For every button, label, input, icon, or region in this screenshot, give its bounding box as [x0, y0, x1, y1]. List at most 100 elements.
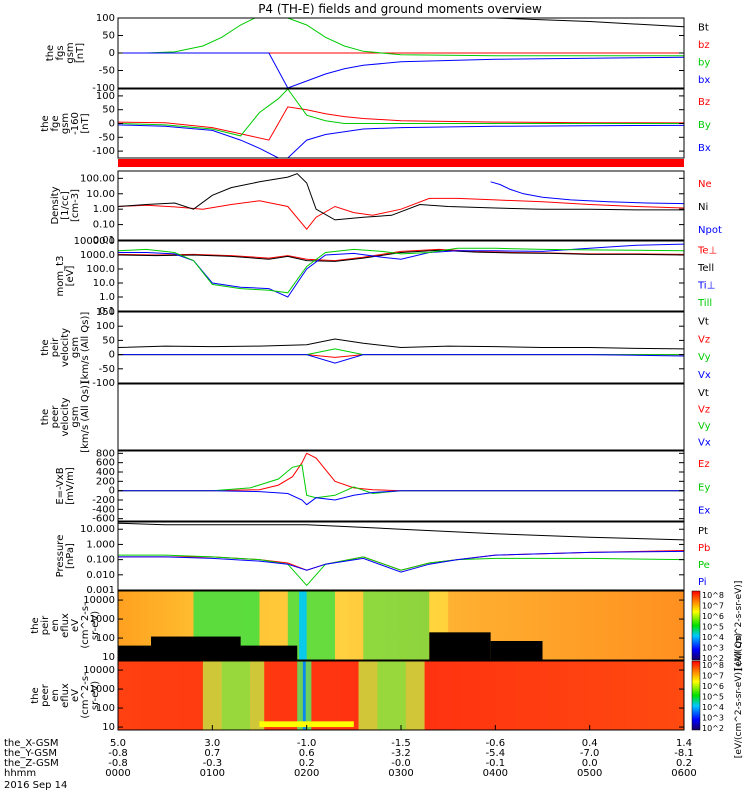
series-Ne	[117, 197, 685, 230]
series-bx	[118, 52, 685, 89]
y-tick-label: -100	[92, 146, 115, 157]
spectrogram-features	[118, 591, 543, 660]
y-tick-label: 100.00	[80, 173, 115, 184]
low-flux-band	[299, 591, 307, 660]
panel-peer_eflux: 10000 1000 100 10 the peer en eflux eV (cm^2-s-sr…	[30, 633, 744, 758]
y-tick-label: 0.01	[93, 235, 115, 246]
panel-frame	[117, 450, 685, 522]
colorbar-tick-label: 10^2	[702, 724, 724, 733]
panel-frame	[117, 521, 685, 591]
y-tick-label: 0.001	[86, 585, 115, 596]
legend-Vx: Vx	[698, 370, 711, 381]
y-axis-label: eV	[70, 689, 81, 702]
panel-peir_eflux: 10000 1000 100 10 the peir en eflux eV (cm^2-s-sr…	[30, 581, 744, 671]
y-axis-label: Pressure	[55, 535, 66, 578]
series-Ez	[118, 452, 684, 492]
y-tick-label: 0	[109, 486, 115, 497]
y-axis-label: (cm^2-s-	[80, 672, 91, 719]
y-tick-label: 10	[102, 652, 115, 663]
series-Vx	[118, 354, 685, 364]
y-tick-label: 50	[102, 105, 115, 116]
x-tick-label: -7.0	[580, 748, 600, 759]
x-row-label: hhmm	[4, 768, 36, 779]
y-axis-label: sr-eV)	[90, 681, 101, 710]
panel-frame	[117, 590, 685, 661]
legend-Vx: Vx	[698, 437, 711, 448]
legend-Vt: Vt	[698, 317, 709, 328]
series-by	[118, 17, 684, 57]
x-tick-label: 3.0	[204, 738, 220, 749]
colorbar-label: [eV/(cm^2-s-sr-eV)] (All Qs)	[734, 633, 744, 758]
y-tick-label: 0.1	[99, 306, 115, 317]
y-tick-label: 1.0	[99, 292, 115, 303]
colorbar-tick-label: 10^5	[702, 693, 724, 702]
x-tick-label: 0.2	[299, 758, 315, 769]
x-tick-label: 0.7	[204, 748, 220, 759]
panel-frame	[117, 383, 685, 451]
y-axis-label: Density	[50, 186, 61, 224]
y-axis-label: gsm	[65, 42, 76, 63]
y-axis-label: peir	[50, 337, 61, 357]
no-data-region	[490, 641, 543, 660]
x-tick-label: 0200	[294, 768, 319, 779]
series-Ey	[118, 464, 684, 499]
y-axis-label: eflux	[60, 683, 71, 708]
y-axis-label: E=-VxB	[55, 467, 66, 504]
y-tick-label: -200	[92, 495, 115, 506]
y-tick-label: 1000.0	[80, 250, 115, 261]
y-tick-label: -50	[99, 66, 115, 77]
y-axis-label: [nT]	[80, 113, 91, 133]
y-tick-label: 50	[102, 31, 115, 42]
y-axis-label: [nPa]	[65, 543, 76, 569]
colorbar-tick-label: 10^8	[702, 591, 724, 600]
y-tick-label: 400	[96, 467, 115, 478]
y-tick-label: 200	[96, 476, 115, 487]
low-flux-band	[363, 591, 430, 660]
colorbar-tick-label: 10^3	[702, 714, 724, 723]
x-row-label: the_Y-GSM	[4, 748, 57, 759]
legend-Ez: Ez	[698, 459, 710, 470]
series-Pe	[118, 554, 685, 587]
y-tick-label: 0.10	[93, 220, 115, 231]
y-axis-label: gsm	[70, 337, 81, 358]
legend-Tell: Tell	[697, 263, 714, 274]
panel-peir_velocity: 150 100 50 0 -50 -100 the peir velocity gsm [km/s …	[40, 307, 711, 389]
colorbar-tick-label: 10^6	[702, 612, 724, 621]
series-Bt	[118, 17, 685, 28]
y-axis-label: eV	[70, 619, 81, 632]
panel-peer_velocity: the peer velocity gsm [km/s (All Qs)] Vt Vz Vy V…	[40, 381, 711, 453]
y-axis-label: mom_t3	[55, 256, 66, 297]
y-tick-label: 100	[96, 13, 115, 24]
no-data-region	[151, 636, 241, 660]
colorbar	[691, 590, 701, 661]
y-tick-label: 1.000	[86, 539, 115, 550]
x-tick-label: -8.1	[674, 748, 694, 759]
x-axis-labels: the_X-GSM 5.0 3.0 -1.0 -1.5 -0.6 0.4 1.4 the_Y-G…	[4, 725, 697, 779]
y-tick-label: 0.010	[86, 570, 115, 581]
core-band	[377, 661, 406, 730]
legend-Ey: Ey	[698, 482, 710, 493]
colorbar	[691, 660, 701, 731]
series-Tell	[117, 249, 685, 262]
y-axis-label: velocity	[60, 397, 71, 436]
y-axis-label: [nT]	[75, 43, 86, 63]
y-tick-label: 150	[96, 307, 115, 318]
x-tick-label: 0100	[200, 768, 225, 779]
y-tick-label: 10000.0	[74, 236, 115, 247]
x-row-label: the_X-GSM	[4, 738, 58, 749]
y-tick-label: 1000	[90, 684, 115, 695]
y-tick-label: 1000	[90, 614, 115, 625]
panel-temperature: 10000.0 1000.0 100.0 10.0 1.0 0.1 mom_t3 [eV] Te…	[55, 236, 717, 317]
colorbar-label: [eV/(cm^2-s-sr-eV)]	[734, 581, 744, 671]
legend-Ex: Ex	[698, 506, 710, 517]
x-tick-label: 0.2	[676, 758, 692, 769]
y-axis-label: velocity	[60, 328, 71, 367]
legend-By: By	[698, 120, 711, 131]
y-tick-label: 100	[96, 321, 115, 332]
y-axis-label: en	[50, 619, 61, 632]
y-axis-label: peer	[50, 405, 61, 429]
series-Npot	[490, 181, 685, 205]
